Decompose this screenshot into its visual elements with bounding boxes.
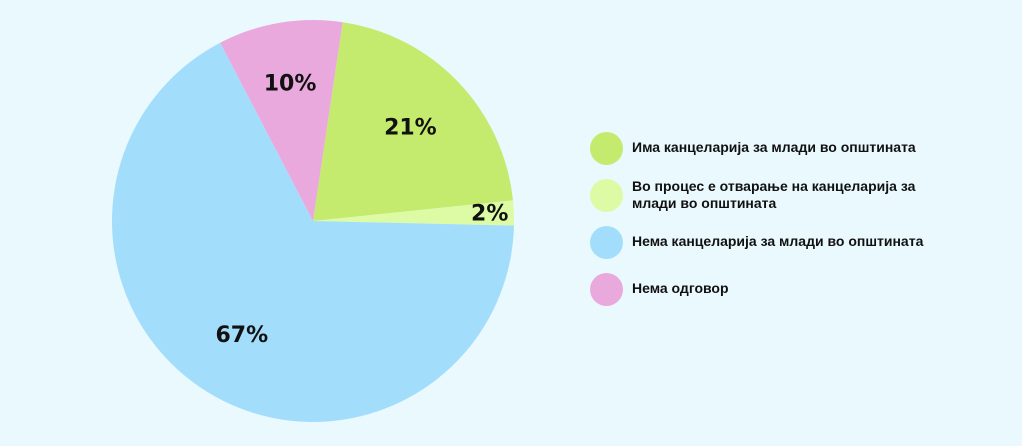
- slice-value-label: 21%: [384, 116, 437, 141]
- legend-label: Нема канцеларија за млади во општината: [632, 233, 924, 249]
- chart-legend: Има канцеларија за млади во општината Во…: [590, 131, 990, 319]
- slice-value-label: 2%: [471, 201, 508, 226]
- legend-swatch: [590, 132, 623, 165]
- legend-item-no-office: Нема канцеларија за млади во општината: [590, 225, 990, 259]
- legend-item-in-process: Во процес е отварање на канцеларија за м…: [590, 178, 990, 212]
- pie-slice: [313, 200, 515, 226]
- slice-value-label: 10%: [264, 72, 317, 97]
- legend-item-no-answer: Нема одговор: [590, 272, 990, 306]
- legend-swatch: [590, 226, 623, 259]
- legend-swatch: [590, 179, 623, 212]
- legend-label: Има канцеларија за млади во општината: [632, 139, 916, 155]
- pie-slice: [313, 22, 513, 222]
- pie-slice: [220, 20, 343, 222]
- legend-item-has-office: Има канцеларија за млади во општината: [590, 131, 990, 165]
- legend-label: Нема одговор: [632, 280, 729, 296]
- pie-chart: 21% 2% 67% 10%: [112, 20, 515, 422]
- pie-slices: [112, 20, 515, 422]
- pie-slice: [112, 42, 514, 422]
- slice-value-label: 67%: [215, 323, 268, 348]
- legend-swatch: [590, 273, 623, 306]
- legend-label: Во процес е отварање на канцеларија за м…: [632, 178, 916, 211]
- pie-labels: 21% 2% 67% 10%: [215, 72, 508, 348]
